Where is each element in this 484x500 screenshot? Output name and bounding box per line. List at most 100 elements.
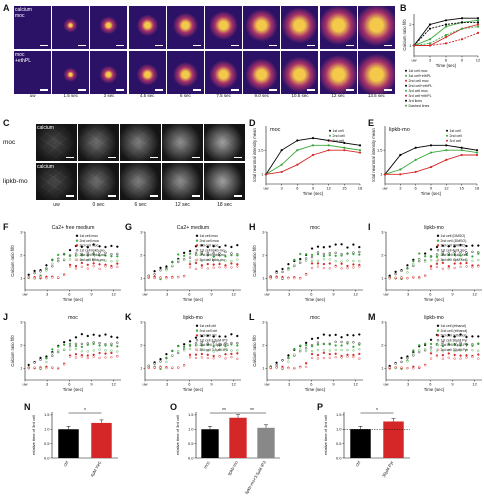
legend-marker <box>436 234 440 238</box>
panel-label-d: D <box>249 118 256 128</box>
scale-bar <box>150 195 158 197</box>
panel-a-frame <box>357 50 395 94</box>
scale-bar <box>116 44 125 46</box>
data-point <box>159 276 162 279</box>
panel-label-p: P <box>317 402 324 412</box>
data-point <box>435 255 439 258</box>
data-point <box>334 259 337 263</box>
data-point <box>476 25 480 28</box>
legend-entry: 3rd cell moc <box>200 244 219 248</box>
legend-marker <box>75 244 79 247</box>
panel-label-h: H <box>249 222 256 232</box>
data-point <box>62 341 66 344</box>
data-point <box>68 355 72 358</box>
data-point <box>412 367 415 370</box>
y-tick-label: 3 <box>381 229 384 234</box>
panel-c-image-grid: calcium calcium <box>36 124 246 200</box>
data-point <box>358 343 361 346</box>
data-point <box>465 356 468 359</box>
data-point <box>334 265 337 268</box>
data-point <box>340 254 343 257</box>
data-point <box>352 243 355 246</box>
data-point <box>62 363 66 366</box>
x-tick-label: uw <box>264 382 269 387</box>
data-point <box>269 366 272 369</box>
x-tick-label: 18 <box>475 186 480 191</box>
x-axis-label: Time (sec) <box>303 191 324 196</box>
data-point <box>212 335 215 338</box>
x-tick-label: 3 <box>281 186 284 191</box>
legend-marker <box>436 329 440 332</box>
data-point <box>304 257 308 260</box>
x-tick-label: 6 <box>188 292 191 297</box>
legend-entry: 2nd cell ctrl <box>200 329 218 333</box>
data-point <box>171 276 174 279</box>
y-axis-label: relative time of 3rd cell <box>31 415 36 455</box>
data-point <box>281 277 284 280</box>
panel-c-time-label: 6 sec <box>134 202 147 208</box>
data-point <box>412 44 416 47</box>
panel-a-frame <box>14 50 51 94</box>
data-point <box>230 266 233 269</box>
data-point <box>358 357 361 360</box>
data-point <box>147 366 150 370</box>
data-point <box>188 256 192 259</box>
legend-marker <box>436 249 440 252</box>
data-point <box>92 355 95 358</box>
data-point <box>68 342 72 345</box>
y-axis-label: Calcium ratio f/f0 <box>402 19 407 51</box>
data-point <box>316 259 320 262</box>
x-tick-label: 6 <box>415 186 418 191</box>
panel-a-frame <box>243 6 281 49</box>
data-point <box>74 356 78 359</box>
data-point <box>212 263 215 266</box>
panel-label-j: J <box>3 312 9 322</box>
data-point <box>45 360 48 364</box>
data-point <box>39 275 42 279</box>
data-point <box>224 250 227 253</box>
data-point <box>188 260 192 263</box>
data-point <box>188 266 192 269</box>
data-point <box>68 265 72 268</box>
legend-entry: 2nd cell 3.5µM IP3 <box>200 343 229 347</box>
data-point <box>447 348 450 352</box>
data-point <box>429 338 433 341</box>
data-point <box>80 258 84 262</box>
legend-entry: 1st cell <box>450 129 461 133</box>
data-point <box>475 153 479 157</box>
data-point <box>80 245 84 249</box>
data-point <box>358 259 361 263</box>
data-point <box>445 144 448 147</box>
x-tick-label: 9 <box>451 292 454 297</box>
data-point <box>264 173 268 176</box>
legend-marker <box>75 234 79 238</box>
panel-a-frame <box>205 6 242 49</box>
data-point <box>165 366 168 370</box>
data-point <box>110 244 113 248</box>
data-point <box>116 350 119 353</box>
category-label: 4µM XeC <box>89 460 102 478</box>
y-tick-label: 1.5 <box>258 147 264 152</box>
data-point <box>328 334 331 337</box>
data-point <box>200 252 204 256</box>
y-axis-label: relative time of 3rd cell <box>323 415 328 455</box>
data-point <box>86 246 89 249</box>
scale-bar <box>231 44 239 46</box>
data-point <box>459 254 462 257</box>
data-point <box>200 341 204 344</box>
data-point <box>293 347 296 351</box>
x-tick-label: 3 <box>399 186 402 191</box>
y-tick-label: 1 <box>262 276 265 281</box>
data-point <box>98 341 101 345</box>
data-point <box>299 344 302 347</box>
x-tick-label: 9 <box>312 186 315 191</box>
data-point <box>110 260 113 263</box>
y-tick-label: 1.5 <box>336 412 342 417</box>
data-point <box>212 252 215 255</box>
legend-marker <box>405 104 407 107</box>
data-point <box>182 254 186 257</box>
y-tick-label: 1.0 <box>188 427 194 432</box>
scale-bar <box>66 156 74 158</box>
x-tick-label: 9 <box>90 292 93 297</box>
data-point <box>116 245 119 248</box>
